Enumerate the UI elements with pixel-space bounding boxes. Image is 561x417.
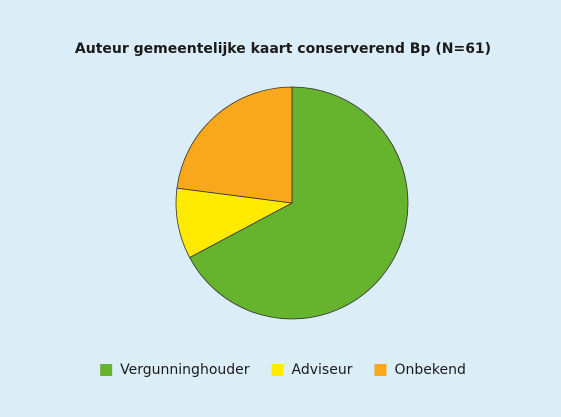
chart-title: Auteur gemeentelijke kaart conserverend … <box>75 41 491 57</box>
legend-swatch <box>374 364 387 376</box>
legend-label: Vergunninghouder <box>120 362 250 378</box>
legend-swatch <box>100 364 113 376</box>
legend-label: Onbekend <box>394 362 465 378</box>
pie-slice <box>176 86 293 204</box>
legend-swatch <box>271 364 284 376</box>
pie-slice <box>189 86 409 320</box>
legend-label: Adviseur <box>292 362 353 378</box>
